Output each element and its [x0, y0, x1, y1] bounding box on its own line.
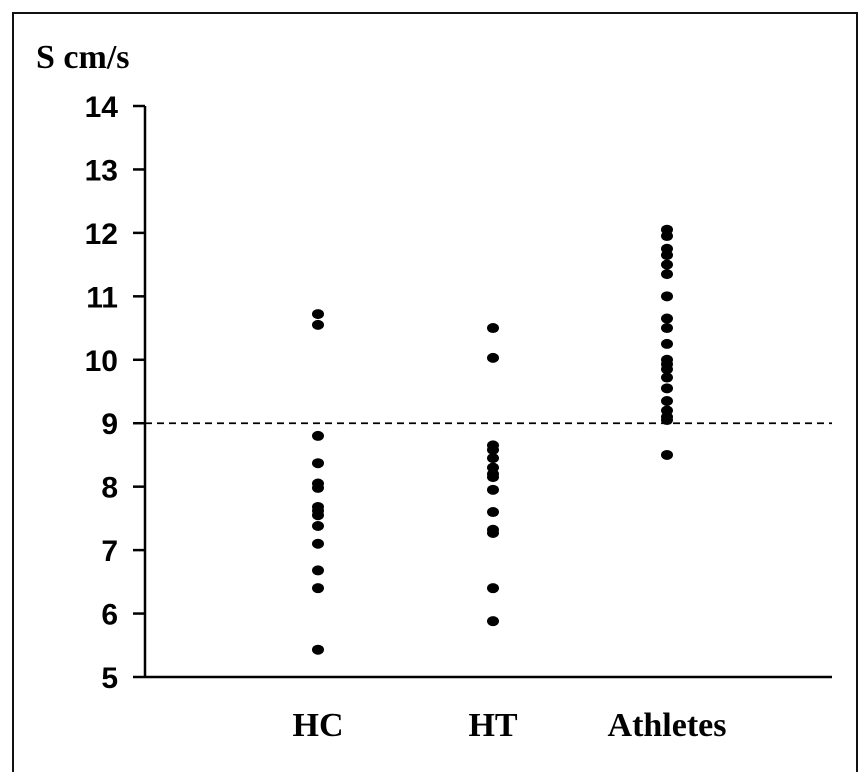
data-point-athletes [661, 383, 673, 394]
data-point-athletes [661, 313, 673, 324]
y-axis-title: S cm/s [36, 39, 130, 76]
data-point-ht [487, 507, 499, 518]
data-point-hc [312, 521, 324, 532]
data-point-hc [312, 482, 324, 493]
data-point-athletes [661, 396, 673, 407]
data-point-athletes [661, 449, 673, 460]
data-point-athletes [661, 338, 673, 349]
x-category-label: HT [468, 707, 517, 744]
data-point-ht [487, 453, 499, 464]
data-point-athletes [661, 269, 673, 280]
data-point-ht [487, 323, 499, 334]
data-point-hc [312, 458, 324, 469]
y-tick-label: 5 [101, 662, 118, 695]
y-tick-label: 10 [85, 345, 118, 378]
data-point-athletes [661, 231, 673, 242]
data-point-athletes [661, 250, 673, 261]
y-tick-label: 7 [101, 535, 118, 568]
data-point-ht [487, 444, 499, 455]
data-point-hc [312, 510, 324, 521]
data-point-athletes [661, 415, 673, 426]
x-category-label: HC [293, 707, 344, 744]
y-tick-label: 9 [101, 408, 118, 441]
data-point-ht [487, 616, 499, 627]
chart-frame [12, 12, 858, 772]
y-tick-label: 8 [101, 472, 118, 505]
y-tick-label: 11 [86, 281, 118, 314]
y-tick-label: 6 [101, 599, 118, 632]
x-axis: HC HT Athletes [145, 675, 832, 744]
y-axis: 5 6 7 8 9 10 11 12 13 14 [85, 91, 147, 695]
data-points [312, 224, 673, 655]
data-point-hc [312, 583, 324, 594]
y-tick-label: 12 [85, 218, 118, 251]
data-point-hc [312, 319, 324, 330]
data-point-athletes [661, 291, 673, 302]
data-point-hc [312, 309, 324, 320]
data-point-athletes [661, 259, 673, 270]
data-point-hc [312, 430, 324, 441]
data-point-ht [487, 352, 499, 363]
data-point-athletes [661, 323, 673, 334]
data-point-ht [487, 583, 499, 594]
data-point-ht [487, 472, 499, 483]
data-point-athletes [661, 372, 673, 383]
data-point-hc [312, 565, 324, 576]
x-category-label: Athletes [608, 707, 727, 744]
data-point-hc [312, 538, 324, 549]
data-point-hc [312, 644, 324, 655]
data-point-athletes [661, 364, 673, 375]
data-point-ht [487, 527, 499, 538]
data-point-ht [487, 484, 499, 495]
y-tick-label: 14 [85, 91, 119, 124]
y-tick-label: 13 [85, 154, 118, 187]
